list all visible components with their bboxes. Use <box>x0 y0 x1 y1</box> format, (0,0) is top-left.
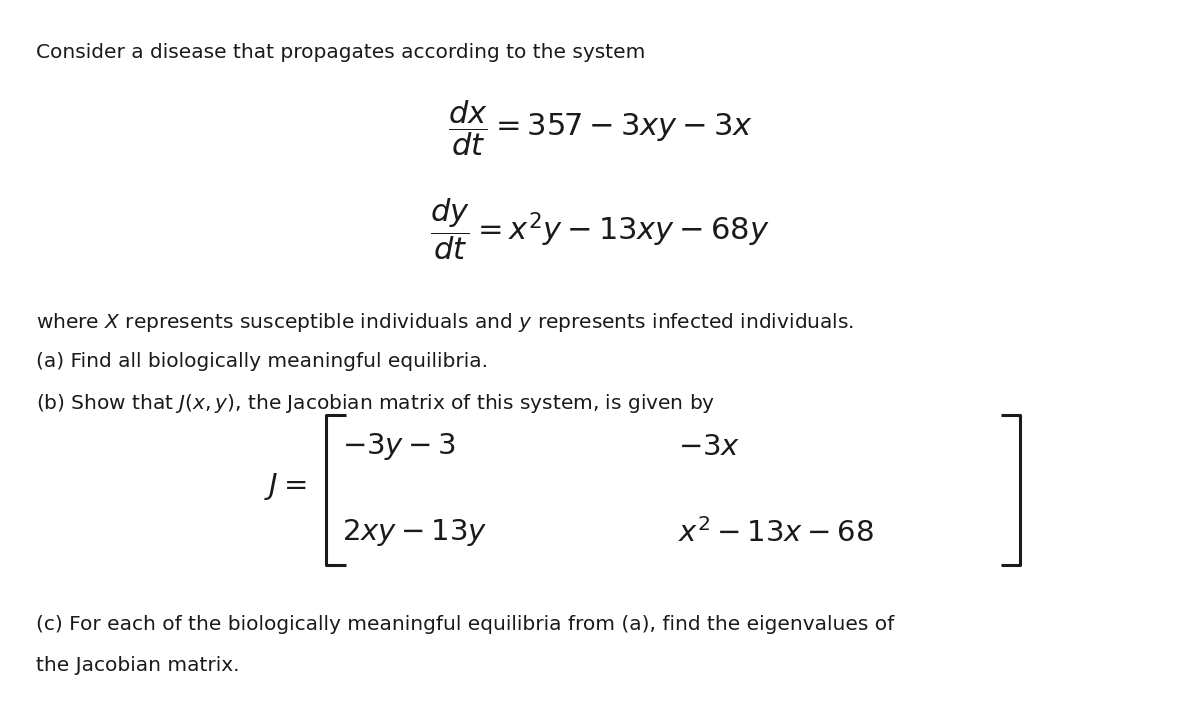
Text: $J =$: $J =$ <box>264 470 306 502</box>
Text: Consider a disease that propagates according to the system: Consider a disease that propagates accor… <box>36 43 646 62</box>
Text: (c) For each of the biologically meaningful equilibria from (a), find the eigenv: (c) For each of the biologically meaning… <box>36 615 894 634</box>
Text: where $\mathit{X}$ represents susceptible individuals and $\mathit{y}$ represent: where $\mathit{X}$ represents susceptibl… <box>36 311 854 334</box>
Text: $x^2 - 13x - 68$: $x^2 - 13x - 68$ <box>678 518 874 548</box>
Text: (a) Find all biologically meaningful equilibria.: (a) Find all biologically meaningful equ… <box>36 352 488 371</box>
Text: $-3x$: $-3x$ <box>678 433 740 461</box>
Text: $2xy - 13y$: $2xy - 13y$ <box>342 517 487 548</box>
Text: $\dfrac{dx}{dt} = 357 - 3xy - 3x$: $\dfrac{dx}{dt} = 357 - 3xy - 3x$ <box>448 99 752 159</box>
Text: $-3y - 3$: $-3y - 3$ <box>342 431 456 463</box>
Text: the Jacobian matrix.: the Jacobian matrix. <box>36 656 240 676</box>
Text: $\dfrac{dy}{dt} = x^2y - 13xy - 68y$: $\dfrac{dy}{dt} = x^2y - 13xy - 68y$ <box>431 196 769 262</box>
Text: (b) Show that $J(x, y)$, the Jacobian matrix of this system, is given by: (b) Show that $J(x, y)$, the Jacobian ma… <box>36 392 715 415</box>
